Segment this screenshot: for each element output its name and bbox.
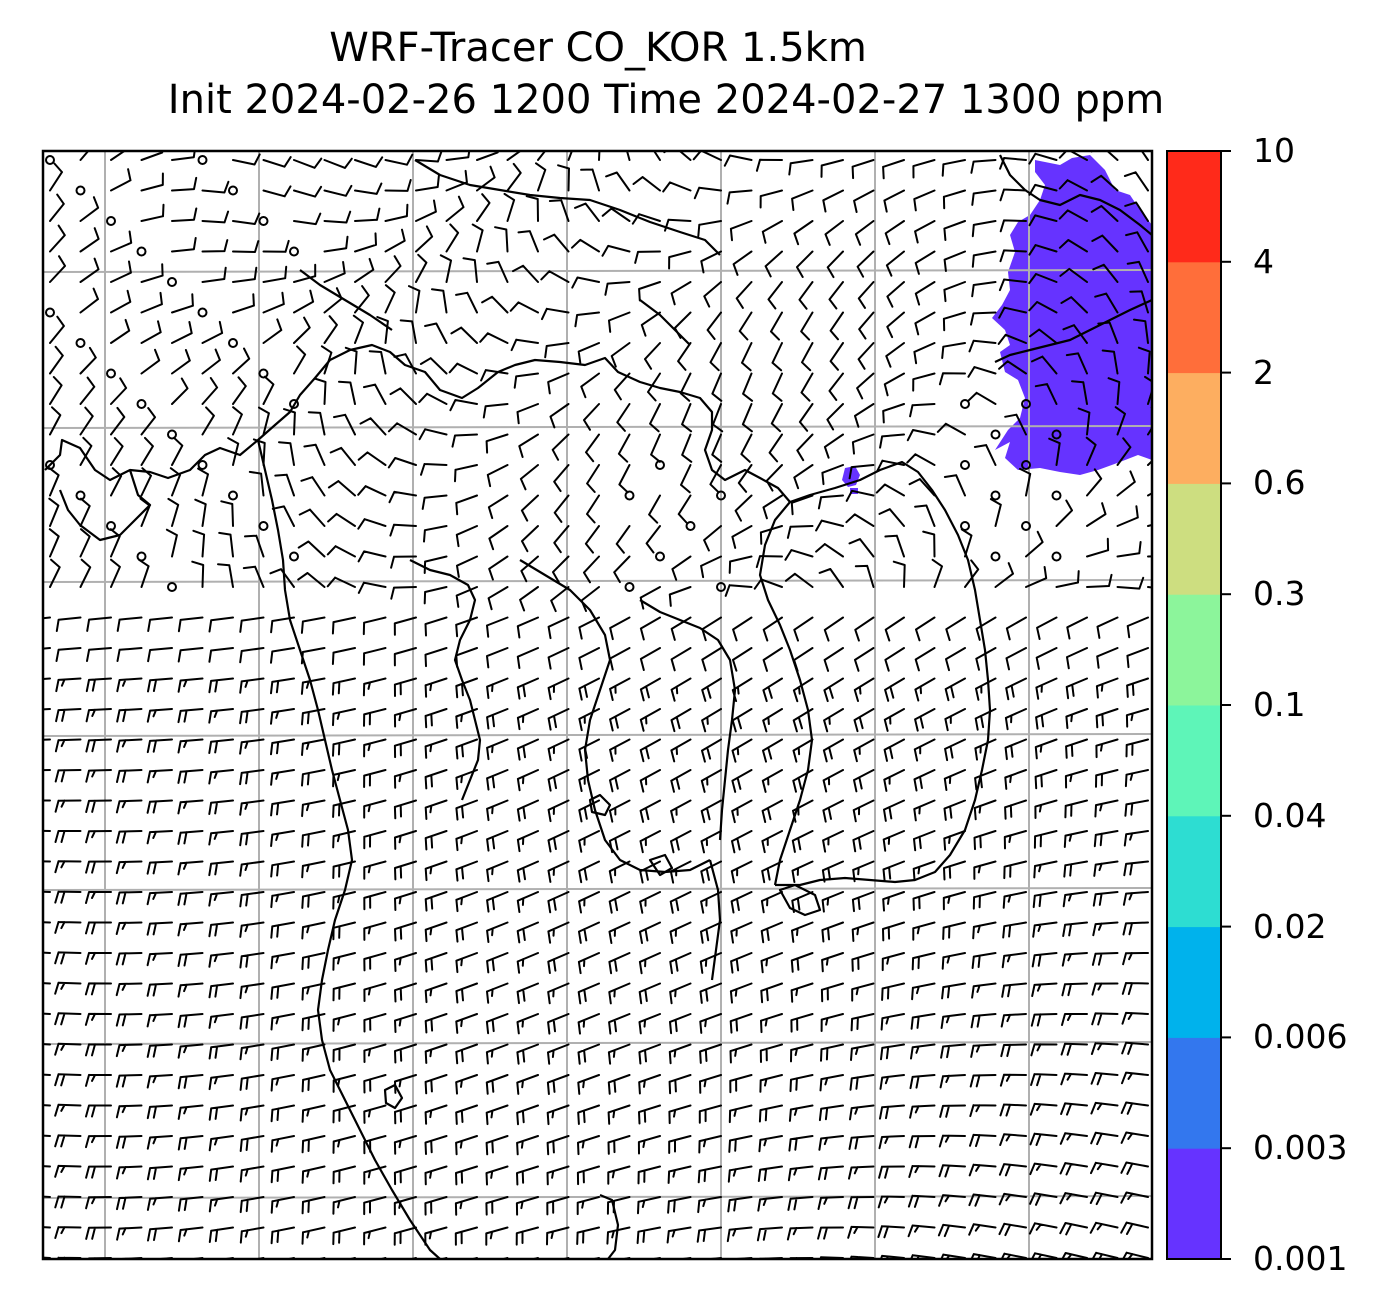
- parallel-line: [43, 425, 1152, 429]
- calm-wind-circle: [45, 307, 55, 318]
- calm-wind-circle: [685, 521, 696, 531]
- parallel-line: [43, 269, 1152, 273]
- wind-barb-field: [43, 151, 1152, 1259]
- coastline-shandong-bohai: [58, 469, 152, 542]
- parallel-line: [43, 579, 1152, 583]
- colorbar-segment: [1167, 705, 1221, 817]
- coastline-china-east: [256, 439, 441, 1259]
- calm-wind-circle: [106, 368, 116, 379]
- calm-wind-circle: [197, 155, 208, 165]
- calm-wind-circle: [1021, 399, 1031, 409]
- parallel-line: [43, 1041, 1152, 1045]
- calm-wind-circle: [106, 521, 116, 531]
- calm-wind-circle: [990, 490, 1001, 501]
- calm-wind-circle: [1051, 490, 1062, 501]
- coastline-korea-west: [758, 501, 814, 886]
- calm-wind-circle: [655, 551, 665, 562]
- calm-wind-circle: [1021, 521, 1031, 531]
- calm-wind-circle: [75, 185, 86, 196]
- wind-barbs: [43, 151, 1152, 1259]
- coastline-island-5: [599, 1193, 620, 1259]
- calm-wind-circle: [960, 521, 970, 531]
- calm-wind-circle: [228, 185, 238, 196]
- colorbar-tick-label: 0.006: [1253, 1017, 1348, 1057]
- coastline-korea-east: [775, 460, 992, 887]
- title-line-1: WRF-Tracer CO_KOR 1.5km: [329, 25, 867, 71]
- colorbar-tick-label: 0.003: [1253, 1128, 1348, 1168]
- coastline-island-4: [383, 1083, 404, 1110]
- calm-wind-circle: [228, 338, 238, 348]
- calm-wind-circle: [45, 155, 55, 165]
- calm-wind-circle: [258, 216, 269, 226]
- calm-wind-circle: [960, 399, 970, 409]
- coastline-bay-inner: [409, 559, 482, 801]
- calm-wind-circle: [197, 460, 208, 470]
- colorbar-segment: [1167, 151, 1221, 263]
- coastline-peninsula-south: [639, 599, 737, 981]
- coastline-island-3: [778, 883, 822, 917]
- colorbar-segment: [1167, 261, 1221, 374]
- calm-wind-circle: [136, 551, 147, 562]
- calm-wind-circle: [624, 490, 635, 501]
- colorbar-tick-label: 0.3: [1253, 574, 1306, 614]
- calm-wind-circle: [655, 460, 665, 470]
- calm-wind-circle: [716, 490, 726, 501]
- coastline-island-1: [588, 793, 612, 817]
- calm-wind-circle: [624, 582, 635, 592]
- colorbar-segment: [1167, 483, 1221, 595]
- calm-wind-circle: [716, 582, 726, 592]
- calm-wind-circle: [990, 429, 1001, 440]
- colorbar-tick-label: 0.04: [1253, 795, 1327, 835]
- calm-wind-circle: [75, 490, 86, 501]
- calm-wind-circle: [289, 246, 299, 257]
- map-frame: [41, 149, 1154, 1261]
- calm-wind-circle: [258, 368, 269, 379]
- colorbar-segment: [1167, 1148, 1221, 1260]
- colorbar-segment: [1167, 1037, 1221, 1149]
- calm-wind-circle: [1021, 460, 1031, 470]
- coastline-japan: [994, 154, 1152, 363]
- calm-wind-circle: [75, 338, 86, 348]
- colorbar-segment: [1167, 372, 1221, 484]
- map-area: [43, 151, 1152, 1259]
- colorbar-tick-label: 0.1: [1253, 685, 1306, 724]
- calm-wind-circle: [1051, 429, 1062, 440]
- title-line-2: Init 2024-02-26 1200 Time 2024-02-27 130…: [167, 77, 1165, 123]
- calm-wind-circle: [167, 582, 177, 592]
- calm-wind-circle: [289, 551, 299, 562]
- lat-lon-gridlines: [43, 151, 1152, 1259]
- calm-wind-circle: [289, 399, 299, 409]
- coastline-china-north: [44, 343, 791, 503]
- calm-wind-circle: [228, 490, 238, 501]
- calm-wind-circle: [197, 307, 208, 318]
- calm-wind-circle: [990, 551, 1001, 562]
- coastlines: [44, 154, 1152, 1259]
- parallel-line: [43, 887, 1152, 891]
- calm-wind-circle: [960, 460, 970, 470]
- calm-wind-circle: [167, 277, 177, 287]
- colorbar-tick-label: 0.001: [1253, 1239, 1348, 1278]
- calm-wind-circle: [136, 399, 147, 409]
- colorbar-tick-label: 2: [1253, 352, 1274, 392]
- calm-wind-circle: [167, 429, 177, 440]
- colorbar-tick-label: 0.02: [1253, 906, 1327, 946]
- calm-wind-circle: [258, 521, 269, 531]
- calm-wind-circle: [106, 216, 116, 226]
- calm-wind-circle: [136, 246, 147, 257]
- colorbar-segment: [1167, 594, 1221, 706]
- tracer-plume-northeast: [992, 155, 1152, 475]
- calm-wind-circle: [1051, 551, 1062, 562]
- colorbar-segment: [1167, 926, 1221, 1038]
- colorbar-segment: [1167, 815, 1221, 928]
- calm-wind-circle: [45, 460, 55, 470]
- coastline-island-2: [648, 853, 674, 877]
- parallel-line: [43, 733, 1152, 737]
- colorbar-tick-label: 10: [1253, 131, 1295, 170]
- colorbar: [1166, 150, 1231, 1260]
- colorbar-tick-label: 4: [1253, 241, 1274, 281]
- colorbar-tick-label: 0.6: [1253, 463, 1306, 503]
